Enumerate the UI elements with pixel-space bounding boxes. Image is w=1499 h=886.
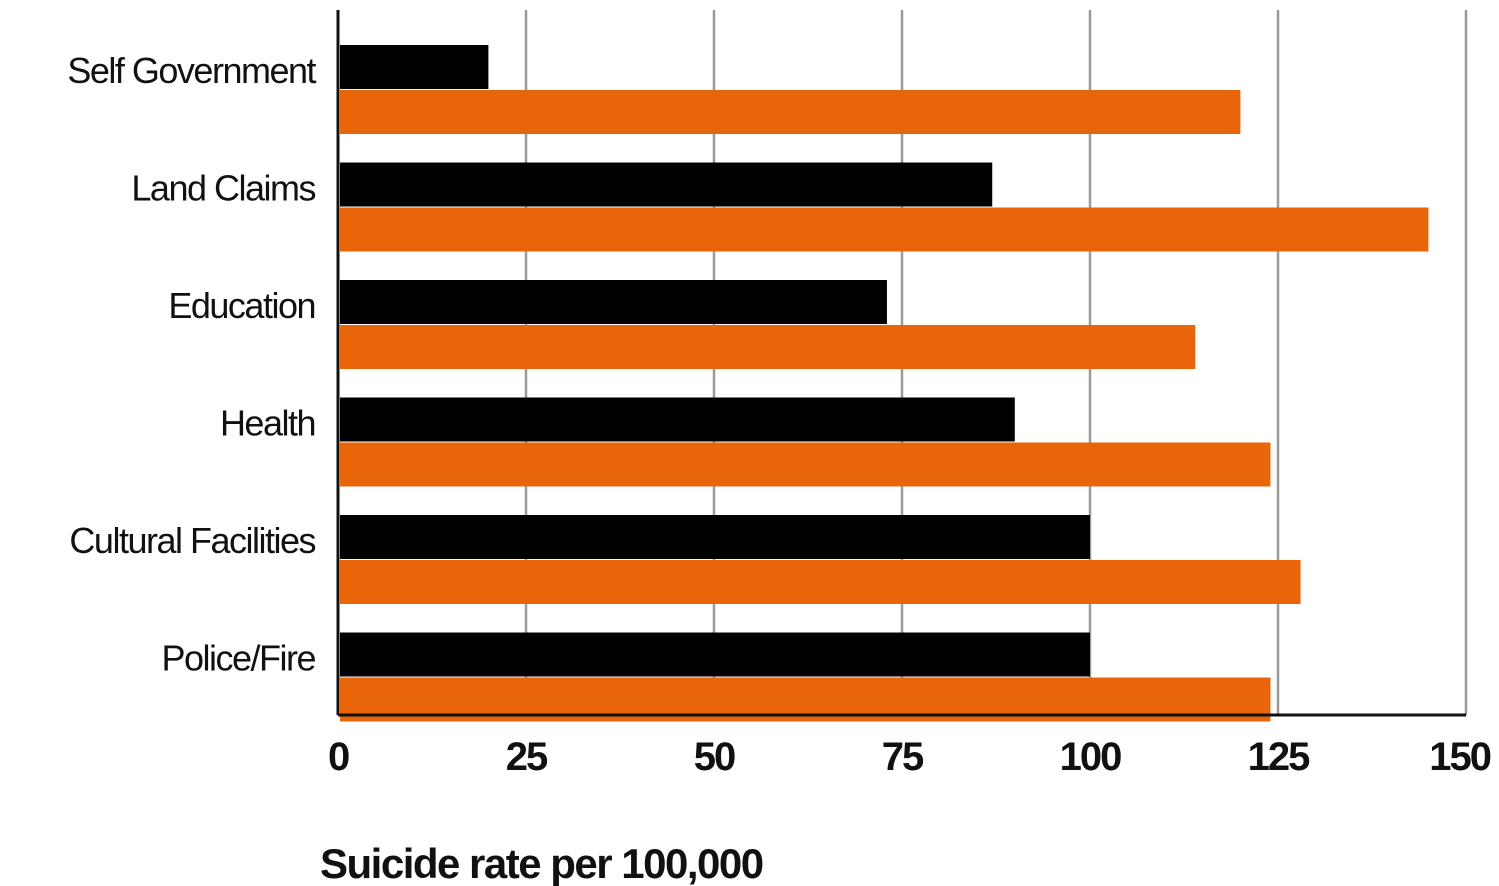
bar-police-fire-series-1 <box>340 632 1090 677</box>
bar-cultural-facilities-series-1 <box>340 515 1090 559</box>
axes <box>336 10 1466 717</box>
x-tick-label: 25 <box>506 735 548 779</box>
x-tick-label: 125 <box>1248 735 1310 779</box>
bars <box>340 45 1429 722</box>
bar-cultural-facilities-series-2 <box>340 560 1301 604</box>
x-tick-label: 75 <box>882 735 924 779</box>
x-tick-label: 100 <box>1060 735 1121 779</box>
bar-land-claims-series-1 <box>340 162 993 207</box>
category-label: Police/Fire <box>161 638 315 679</box>
x-tick-label: 150 <box>1429 735 1490 779</box>
x-tick-label: 0 <box>328 735 349 779</box>
x-tick-label: 50 <box>694 735 735 779</box>
x-axis-title: Suicide rate per 100,000 <box>320 840 763 886</box>
bar-self-government-series-2 <box>340 90 1241 134</box>
category-label: Cultural Facilities <box>69 520 315 561</box>
bar-health-series-2 <box>340 442 1271 487</box>
category-label: Health <box>220 403 315 444</box>
category-label: Land Claims <box>131 168 315 209</box>
category-label: Self Government <box>67 50 316 91</box>
bar-health-series-1 <box>340 397 1015 442</box>
bar-land-claims-series-2 <box>340 207 1429 252</box>
bar-education-series-2 <box>340 325 1196 369</box>
bar-self-government-series-1 <box>340 45 489 89</box>
bar-education-series-1 <box>340 280 887 324</box>
category-labels: Self Government Land Claims Education Healt… <box>67 50 318 679</box>
x-tick-labels: 0 25 50 75 100 125 150 <box>328 735 1493 779</box>
category-label: Education <box>168 285 315 326</box>
